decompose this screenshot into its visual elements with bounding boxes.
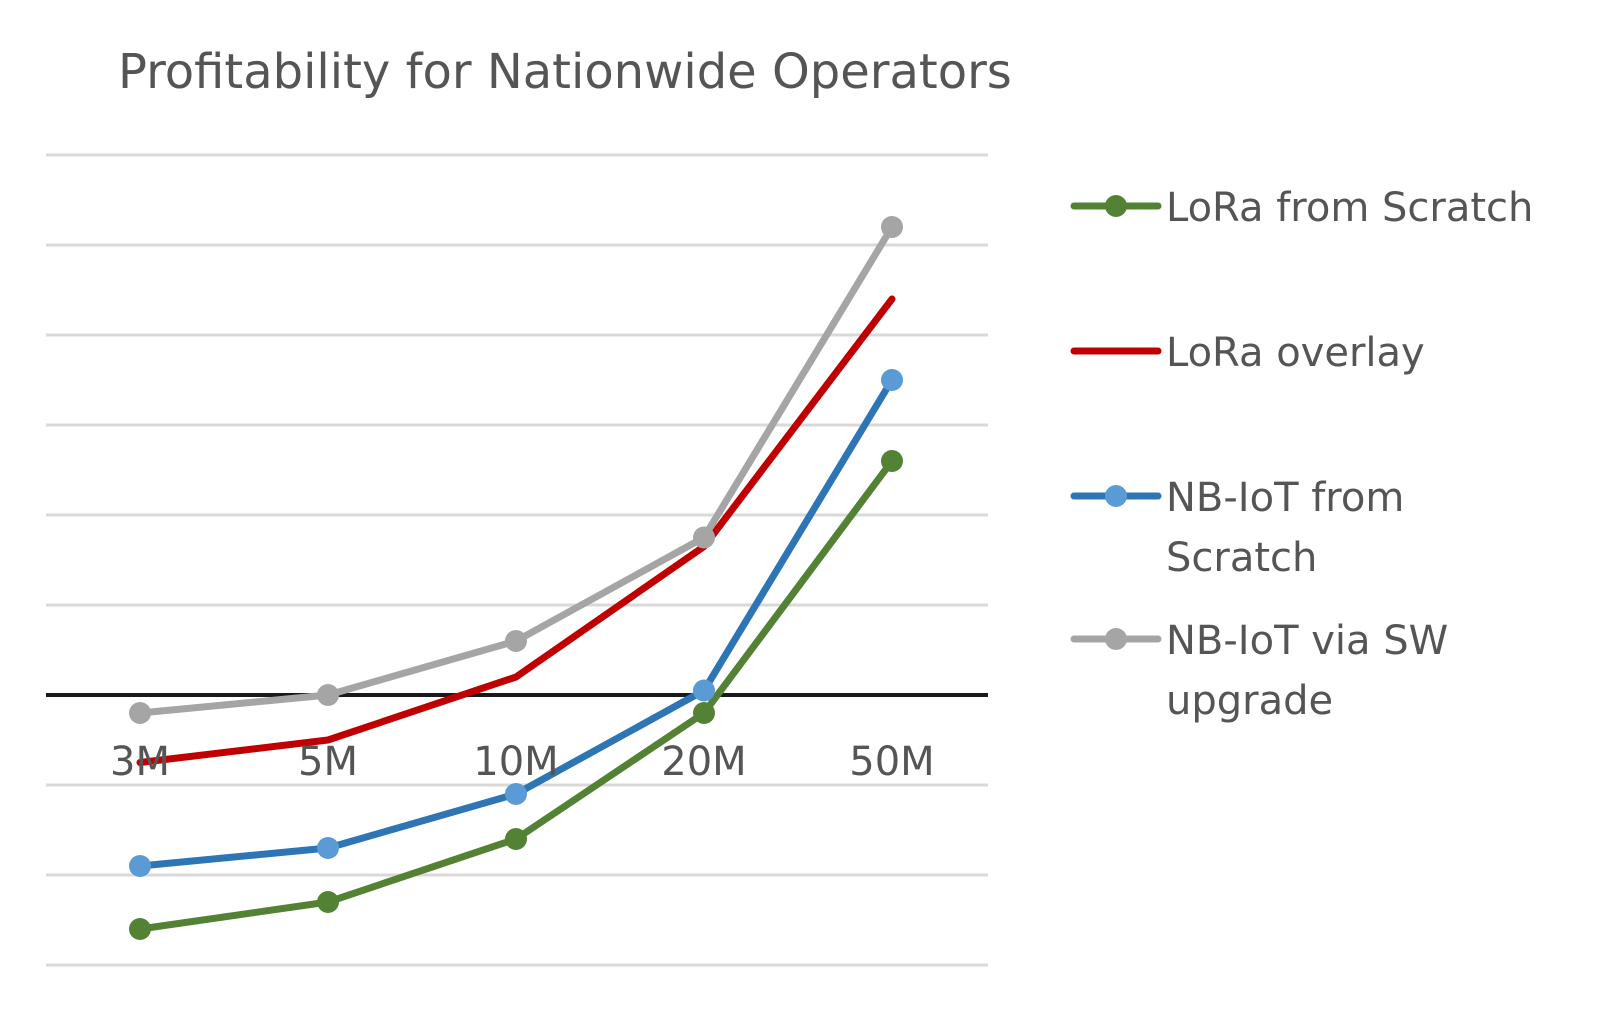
- legend-label-line: upgrade: [1166, 678, 1333, 724]
- legend-label: LoRa from Scratch: [1166, 185, 1533, 231]
- data-point: [129, 855, 151, 877]
- chart-title: Profitability for Nationwide Operators: [118, 44, 1012, 100]
- data-point: [505, 783, 527, 805]
- data-point: [317, 684, 339, 706]
- legend-item: LoRa overlay: [1070, 330, 1425, 376]
- legend-item: NB-IoT from Scratch: [1070, 475, 1404, 581]
- series-1: [136, 295, 896, 766]
- data-point: [505, 630, 527, 652]
- series-line: [136, 295, 896, 766]
- data-point: [881, 216, 903, 238]
- series-2: [129, 369, 903, 877]
- x-tick-label: 3M: [110, 739, 170, 785]
- legend-label: NB-IoT via SW upgrade: [1166, 618, 1448, 724]
- legend-label-line: NB-IoT from: [1166, 475, 1404, 521]
- legend-label: NB-IoT from Scratch: [1166, 475, 1404, 581]
- legend-swatch-marker: [1105, 628, 1127, 650]
- x-tick-label: 5M: [298, 739, 358, 785]
- data-point: [693, 526, 715, 549]
- gridlines: [46, 153, 988, 967]
- x-tick-label: 50M: [849, 739, 934, 785]
- legend-label-line: LoRa overlay: [1166, 330, 1425, 376]
- data-point: [317, 837, 339, 859]
- legend-label-line: Scratch: [1166, 535, 1317, 581]
- legend: LoRa from Scratch LoRa overlay NB-IoT from…: [1070, 185, 1533, 724]
- legend-label-line: NB-IoT via SW: [1166, 618, 1448, 664]
- data-point: [129, 918, 151, 940]
- data-point: [505, 828, 527, 850]
- data-point: [881, 369, 903, 391]
- data-point: [693, 702, 715, 724]
- data-point: [881, 450, 903, 472]
- series-layer: [129, 216, 903, 940]
- legend-item: LoRa from Scratch: [1070, 185, 1533, 231]
- data-point: [693, 679, 715, 702]
- series-3: [129, 216, 903, 724]
- legend-label-line: LoRa from Scratch: [1166, 185, 1533, 231]
- legend-swatch-marker: [1105, 195, 1127, 217]
- series-0: [129, 450, 903, 940]
- legend-swatch-marker: [1105, 485, 1127, 507]
- legend-label: LoRa overlay: [1166, 330, 1425, 376]
- x-tick-label: 20M: [661, 739, 746, 785]
- legend-item: NB-IoT via SW upgrade: [1070, 618, 1448, 724]
- x-axis-tick-labels: 3M 5M 10M 20M 50M: [110, 739, 935, 785]
- x-tick-label: 10M: [473, 739, 558, 785]
- data-point: [317, 891, 339, 913]
- data-point: [129, 702, 151, 724]
